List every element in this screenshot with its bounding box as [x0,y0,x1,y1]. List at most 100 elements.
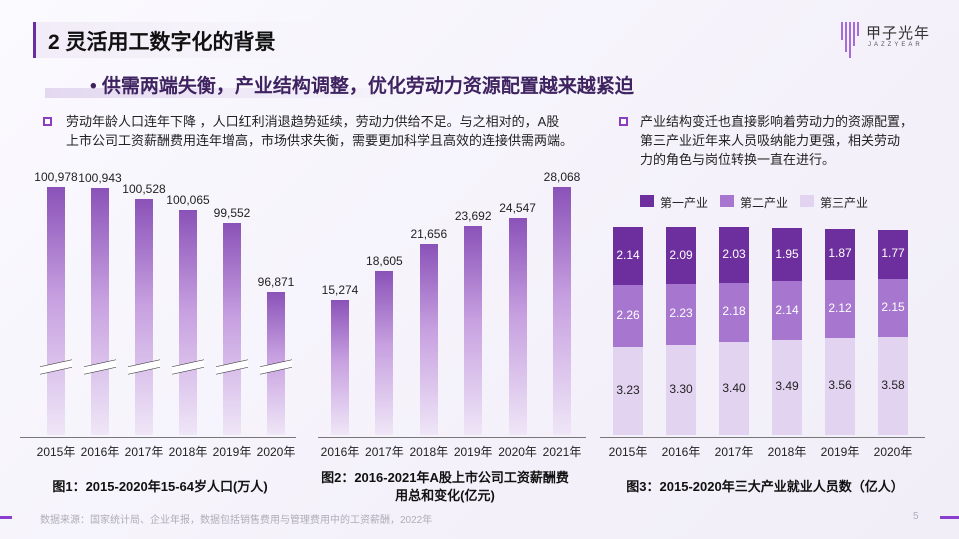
axis-break-mark [260,359,292,375]
chart1-bar [179,210,197,435]
chart3-bar-segment [878,230,908,279]
chart3-bar-segment [772,339,802,435]
caption-line: 用总和变化(亿元) [395,488,495,503]
chart1-bar [135,198,153,435]
chart1-x-axis [20,437,296,438]
chart3-x-axis [600,437,925,438]
legend-label: 第一产业 [660,196,709,210]
chart3-x-tick: 2016年 [661,445,701,459]
chart3-segment-label: 3.56 [828,378,852,393]
axis-break-mark [84,359,116,375]
chart1-bar [223,223,241,435]
chart1-value-label: 99,552 [213,206,251,221]
chart3-segment-label: 2.14 [616,247,640,262]
chart1-value-label: 96,871 [257,275,295,290]
legend-label: 第二产业 [740,196,789,210]
chart2-bar [331,299,349,435]
data-source: 数据来源：国家统计局、企业年报，数据包括销售费用与管理费用中的工资薪酬，2022… [40,515,433,526]
paragraph-line: 劳动年龄人口连年下降 ，人口红利消退趋势延续，劳动力供给不足。与之相对的，A股 [66,114,560,129]
chart3-bar-segment [666,226,696,285]
legend-label: 第三产业 [820,196,869,210]
chart3-bar-segment [666,344,696,435]
chart3-bar-segment [719,282,749,343]
caption-line: 图2：2016-2021年A股上市公司工资薪酬费 [321,470,569,485]
chart2-value-label: 23,692 [454,208,492,223]
chart3-x-tick: 2018年 [767,445,807,459]
chart1-x-tick: 2018年 [168,445,208,459]
axis-break-mark [216,359,248,375]
chart1-x-tick: 2019年 [212,445,252,459]
chart3-x-tick: 2017年 [714,445,754,459]
chart3-bar-segment [613,285,643,347]
legend-swatch [800,195,814,207]
chart2-bar [464,225,483,435]
chart3-bar-segment [772,228,802,282]
legend-swatch [720,195,734,207]
chart3-bar-segment [825,279,855,338]
logo-text: 甲子光年 [866,25,931,42]
legend-swatch [640,195,654,207]
axis-break-mark [128,359,160,375]
right-paragraph: 产业结构变迁也直接影响着劳动力的资源配置， 第三产业近年来人员吸纳能力更强，相关… [640,112,950,169]
chart3-caption: 图3：2015-2020年三大产业就业人员数（亿人） [626,479,904,494]
title-background [36,22,336,58]
axis-break-mark [172,359,204,375]
chart3-segment-label: 3.58 [881,378,905,393]
chart1-x-tick: 2015年 [36,445,76,459]
page-title: 2 灵活用工数字化的背景 [48,31,276,54]
subtitle-underline [45,88,425,98]
chart3-segment-label: 2.15 [881,299,905,314]
chart3-bar-segment [666,284,696,345]
chart3-segment-label: 1.77 [881,246,905,261]
logo-icon [841,22,859,58]
page-number: 5 [913,511,919,522]
title-accent-bar [33,22,36,58]
chart3-segment-label: 2.03 [722,246,746,261]
chart3-segment-label: 1.95 [775,246,799,261]
chart3-segment-label: 2.14 [775,302,799,317]
chart2-x-tick: 2018年 [409,445,449,459]
chart3-bar-segment [719,342,749,435]
axis-break-mark [40,359,72,375]
chart2-x-tick: 2019年 [453,445,493,459]
chart2-x-tick: 2020年 [498,445,537,459]
chart1-bar [91,187,109,435]
logo-subtext: JAZZYEAR [868,42,923,48]
bullet-icon [43,117,52,126]
chart3-segment-label: 2.12 [828,300,852,315]
chart3-segment-label: 2.18 [722,304,746,319]
chart3-bar-segment [772,281,802,340]
chart3-bar-segment [613,346,643,435]
chart3-segment-label: 3.23 [616,382,640,397]
chart2-x-axis [318,437,586,438]
chart3-bar-segment [613,226,643,286]
left-paragraph: 劳动年龄人口连年下降 ，人口红利消退趋势延续，劳动力供给不足。与之相对的，A股 … [66,112,606,150]
footer-accent-right [940,516,959,519]
chart3-bar-segment [825,337,855,435]
page-subtitle: • 供需两端失衡，产业结构调整，优化劳动力资源配置越来越紧迫 [90,76,634,97]
chart1-x-tick: 2016年 [80,445,120,459]
paragraph-line: 产业结构变迁也直接影响着劳动力的资源配置， [640,114,914,129]
chart2-bar [553,186,571,435]
chart3-segment-label: 2.23 [669,306,693,321]
chart2-x-tick: 2021年 [542,445,582,459]
chart3-segment-label: 3.30 [669,381,693,396]
chart2-x-tick: 2016年 [320,445,360,459]
chart3-bar-segment [878,278,908,338]
chart1-value-label: 100,528 [122,181,166,196]
chart2-x-tick: 2017年 [365,445,404,459]
chart2-caption: 图2：2016-2021年A股上市公司工资薪酬费 用总和变化(亿元) [310,469,580,505]
chart2-value-label: 24,547 [499,201,536,215]
chart1-value-label: 100,943 [78,170,122,185]
chart1-bar [47,187,65,435]
chart3-segment-label: 2.09 [669,247,693,262]
chart1-x-tick: 2020年 [256,445,296,459]
chart2-bar [508,218,527,435]
paragraph-line: 第三产业近年来人员吸纳能力更强，相关劳动 [640,133,901,148]
chart3-segment-label: 3.40 [722,380,746,395]
chart3-bar-segment [878,337,908,435]
footer-accent-left [0,516,12,519]
chart2-value-label: 15,274 [321,282,359,297]
paragraph-line: 上市公司工资薪酬费用连年增高，市场供求失衡，需要更加科学且高效的连接供需两端。 [66,133,574,148]
chart3-x-tick: 2019年 [820,445,860,459]
